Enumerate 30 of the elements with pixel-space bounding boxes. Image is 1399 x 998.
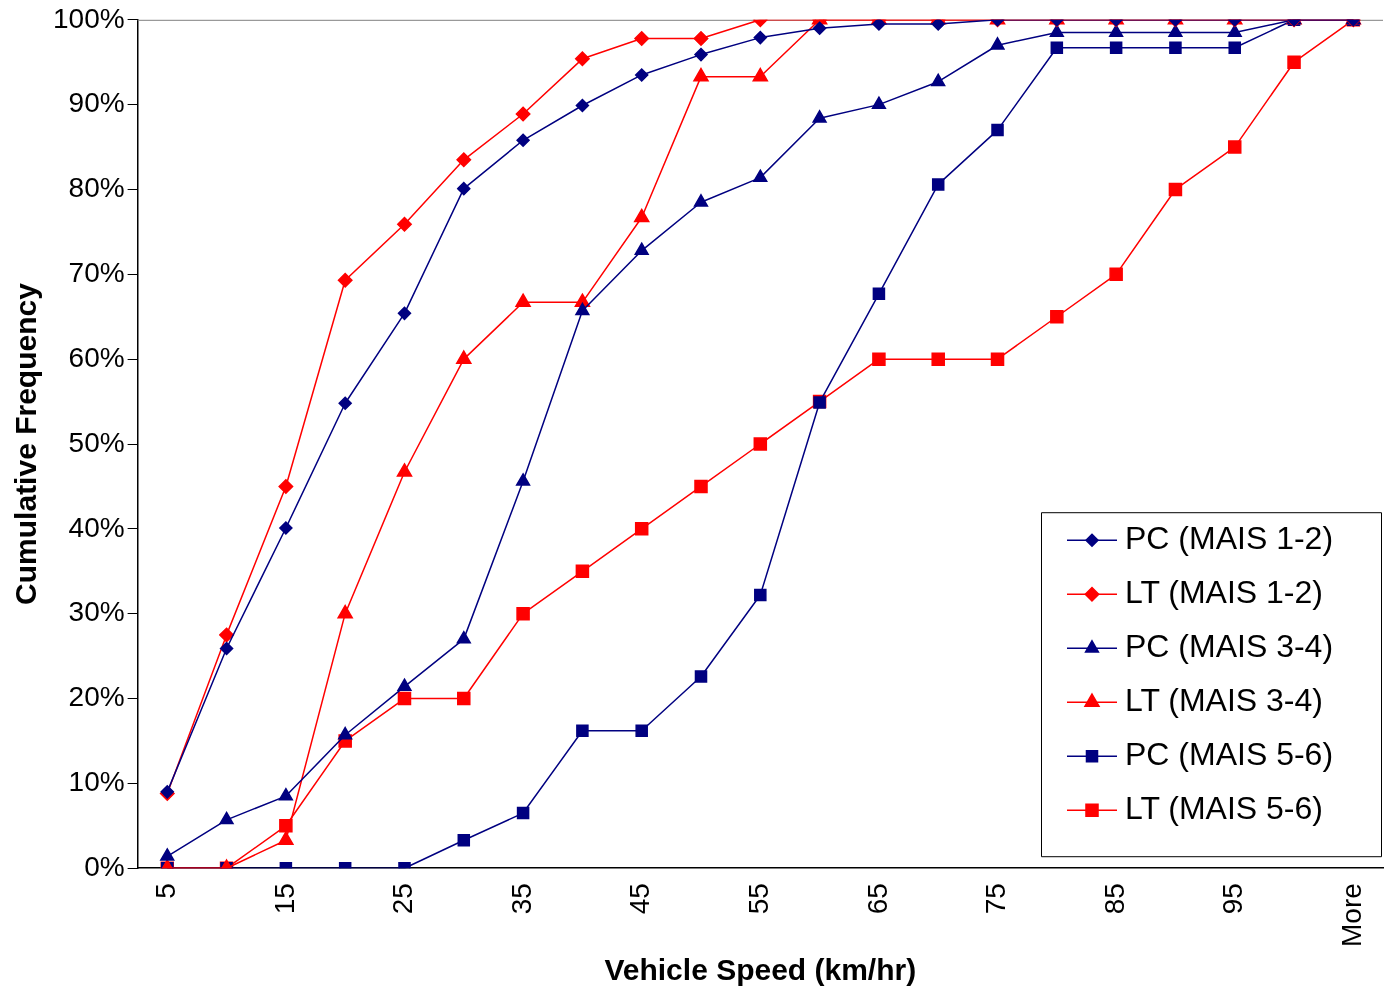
y-tick-label: 40%: [68, 511, 125, 543]
legend-label: LT (MAIS 5-6): [1125, 790, 1323, 827]
x-tick-label: 25: [387, 883, 419, 915]
x-tick-label: 15: [268, 883, 300, 915]
legend-label: PC (MAIS 1-2): [1125, 520, 1334, 557]
legend-label: PC (MAIS 5-6): [1125, 736, 1334, 773]
y-tick-label: 100%: [52, 2, 125, 34]
y-tick-label: 10%: [68, 766, 125, 798]
y-tick-label: 30%: [68, 596, 125, 628]
legend-label: LT (MAIS 1-2): [1125, 574, 1323, 611]
y-tick-label: 80%: [68, 172, 125, 204]
x-tick-label: 35: [505, 883, 537, 915]
x-tick-label: 85: [1098, 883, 1130, 915]
x-tick-label: 95: [1217, 883, 1249, 915]
legend-label: LT (MAIS 3-4): [1125, 682, 1323, 719]
y-axis-title: Cumulative Frequency: [9, 282, 43, 605]
y-tick-label: 50%: [68, 426, 125, 458]
x-axis-title: Vehicle Speed (km/hr): [604, 953, 917, 987]
y-tick-label: 20%: [68, 681, 125, 713]
y-tick-label: 60%: [68, 341, 125, 373]
x-tick-label: More: [1336, 883, 1368, 947]
x-tick-label: 65: [861, 883, 893, 915]
x-tick-label: 55: [743, 883, 775, 915]
y-tick-label: 0%: [84, 850, 125, 882]
y-tick-label: 90%: [68, 87, 125, 119]
x-tick-label: 75: [980, 883, 1012, 915]
x-tick-label: 45: [624, 883, 656, 915]
x-tick-label: 5: [149, 883, 181, 899]
y-tick-label: 70%: [68, 257, 125, 289]
legend-label: PC (MAIS 3-4): [1125, 628, 1334, 665]
